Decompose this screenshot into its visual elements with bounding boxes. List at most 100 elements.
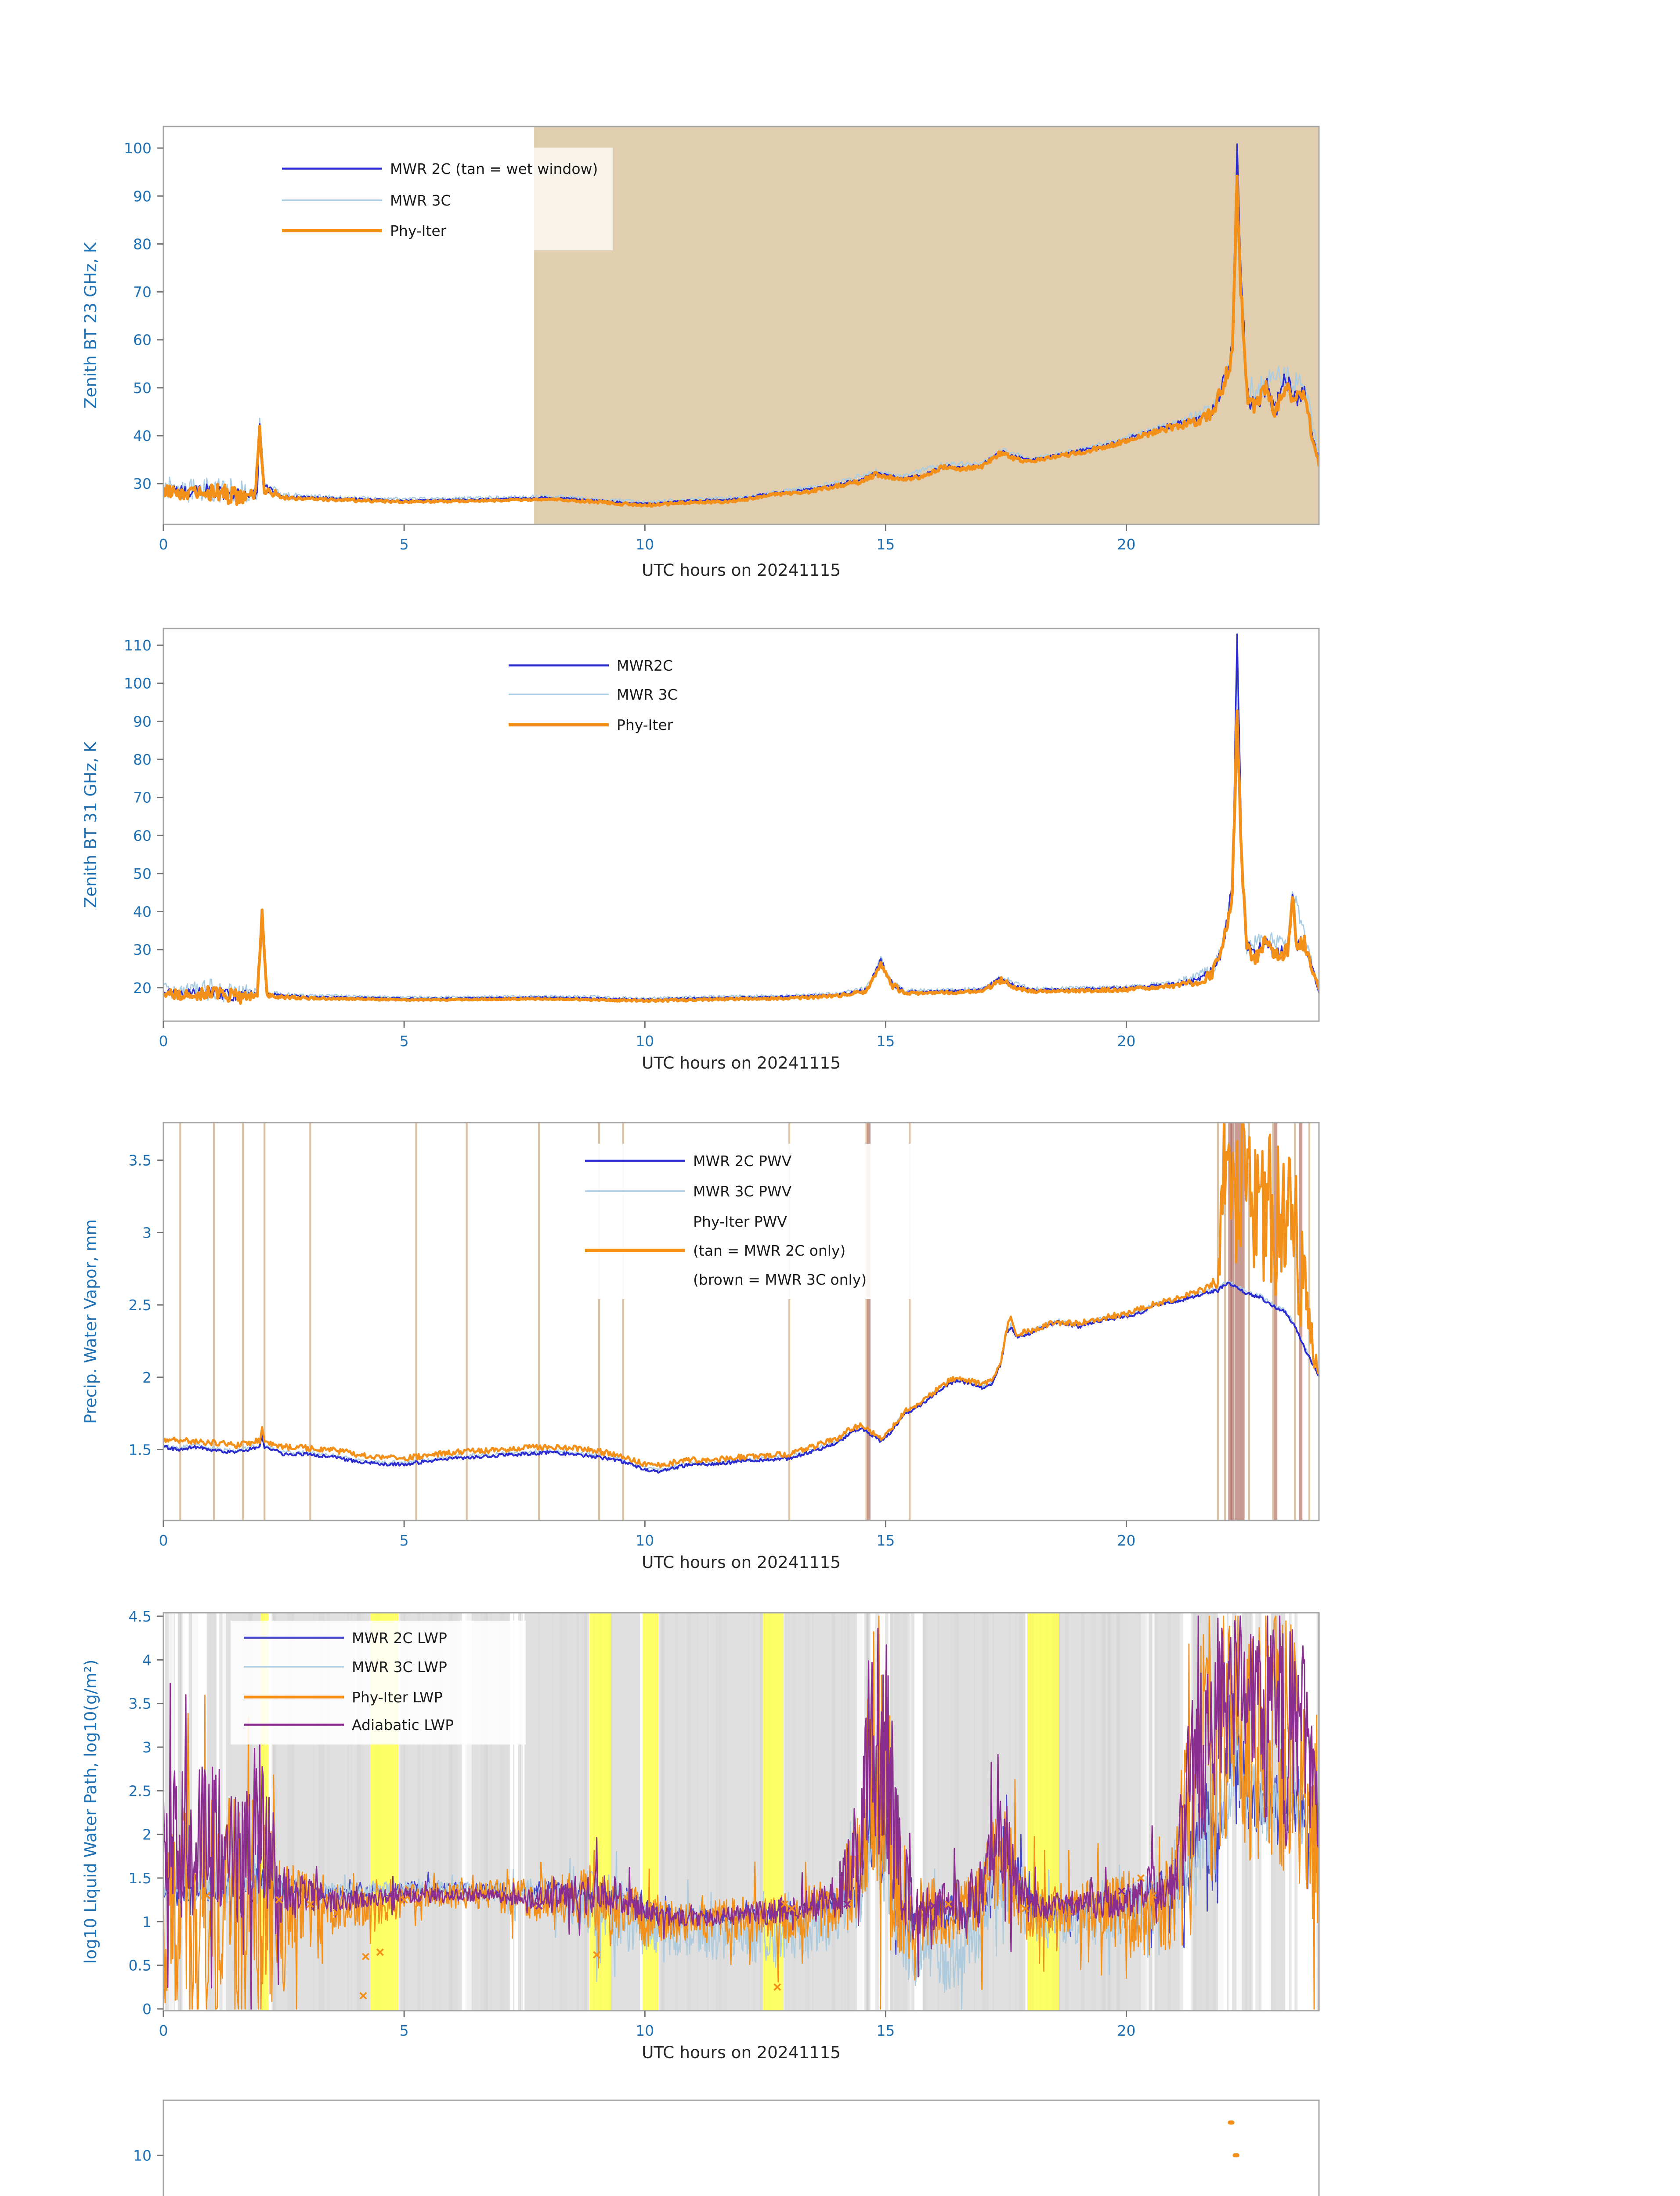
x-marker bbox=[788, 1904, 796, 1913]
panel-bt23: 0 5 10 15 20 30 40 50 60 70 80 90 100 UTC hours on 20… bbox=[81, 126, 1320, 580]
x-tick-label: 0 bbox=[159, 1033, 168, 1050]
series-adiabatic-lwp bbox=[163, 1615, 1319, 2010]
gray-band bbox=[784, 1613, 857, 2011]
x-marker bbox=[359, 1992, 367, 2000]
axes: 051015200246810UTC hours on 20241115MWR … bbox=[133, 2099, 1320, 2196]
x-marker bbox=[1137, 1874, 1145, 1882]
x-marker bbox=[275, 1896, 283, 1904]
y-tick-label: 20 bbox=[133, 979, 152, 997]
x-marker bbox=[203, 1892, 211, 1900]
x-tick-label: 15 bbox=[876, 536, 895, 553]
y-axis-label: Zenith BT 31 GHz, K bbox=[81, 741, 100, 908]
legend-label: MWR 3C bbox=[390, 192, 451, 209]
x-marker bbox=[400, 1896, 408, 1904]
x-tick-label: 5 bbox=[400, 1532, 409, 1549]
legend-label: MWR 3C PWV bbox=[693, 1183, 792, 1200]
y-tick-label: 3 bbox=[142, 1224, 152, 1241]
y-tick-label: 2.5 bbox=[129, 1297, 152, 1314]
series-group bbox=[163, 143, 1319, 508]
x-tick-label: 0 bbox=[159, 2022, 168, 2039]
x-marker bbox=[593, 1951, 601, 1959]
series-group bbox=[163, 1615, 1319, 2010]
legend-label: (brown = MWR 3C only) bbox=[693, 1271, 867, 1288]
y-tick-label: 40 bbox=[133, 427, 152, 444]
x-tick-label: 5 bbox=[400, 2022, 409, 2039]
x-tick-label: 20 bbox=[1117, 536, 1136, 553]
series-phy-iter bbox=[163, 709, 1319, 1005]
y-tick-label: 80 bbox=[133, 751, 152, 768]
axes: 0 5 10 15 20 30 40 50 60 70 80 90 100 UTC hours on 20… bbox=[81, 126, 1320, 580]
axes: 0 5 10 15 20 20 30 40 50 60 70 80 90 100 110 UTC hours … bbox=[81, 628, 1320, 1073]
panel-dqflag: 051015200246810UTC hours on 20241115MWR … bbox=[133, 2099, 1320, 2196]
x-marker bbox=[333, 1909, 341, 1917]
y-tick-label: 60 bbox=[133, 332, 152, 349]
x-marker bbox=[1149, 1892, 1157, 1900]
legend-label: MWR 3C bbox=[617, 686, 678, 703]
series-group bbox=[163, 633, 1319, 1005]
x-tick-label: 5 bbox=[400, 1033, 409, 1050]
y-tick-label: 40 bbox=[133, 903, 152, 921]
legend-label: MWR2C bbox=[617, 657, 673, 674]
y-axis-label: Precip. Water Vapor, mm bbox=[81, 1219, 100, 1424]
x-tick-label: 10 bbox=[636, 1033, 654, 1050]
y-tick-label: 30 bbox=[133, 475, 152, 492]
series-group bbox=[1228, 2120, 1240, 2158]
legend-label: Adiabatic LWP bbox=[352, 1716, 454, 1734]
y-tick-label: 0 bbox=[142, 2001, 152, 2018]
legend-label: MWR 3C LWP bbox=[352, 1658, 447, 1676]
y-tick-label: 70 bbox=[133, 789, 152, 806]
panel-bt31: 0 5 10 15 20 20 30 40 50 60 70 80 90 100 110 UTC hours … bbox=[81, 628, 1320, 1073]
x-marker bbox=[361, 1953, 370, 1961]
x-tick-label: 5 bbox=[400, 536, 409, 553]
x-axis-label: UTC hours on 20241115 bbox=[642, 1053, 841, 1073]
x-marker bbox=[773, 1983, 781, 1991]
legend-label: MWR 2C LWP bbox=[352, 1629, 447, 1647]
panel-pwv: 0 5 10 15 20 1.5 2 2.5 3 3.5 UTC hours on 20241115… bbox=[81, 1122, 1320, 1572]
x-tick-label: 20 bbox=[1117, 1033, 1136, 1050]
y-tick-label: 0.5 bbox=[129, 1957, 152, 1974]
legend: MWR 2C PWV MWR 3C PWV Phy-Iter PWV (tan = M… bbox=[572, 1144, 933, 1299]
x-marker bbox=[780, 1900, 788, 1908]
x-tick-label: 15 bbox=[876, 2022, 895, 2039]
panel-lwp: 0 5 10 15 20 0 0.5 1 1.5 2 2.5 3 3.5 4 4.5 UTC hours on… bbox=[81, 1608, 1320, 2062]
y-tick-label: 1 bbox=[142, 1913, 152, 1930]
gray-band bbox=[1059, 1613, 1141, 2011]
x-tick-label: 10 bbox=[636, 2022, 654, 2039]
y-tick-label: 1.5 bbox=[129, 1870, 152, 1887]
y-tick-label: 2 bbox=[142, 1369, 152, 1386]
x-tick-label: 10 bbox=[636, 536, 654, 553]
y-tick-label: 50 bbox=[133, 379, 152, 397]
y-tick-label: 3.5 bbox=[129, 1152, 152, 1169]
x-marker bbox=[535, 1902, 543, 1910]
y-axis-label: Zenith BT 23 GHz, K bbox=[81, 242, 100, 408]
y-tick-label: 80 bbox=[133, 235, 152, 253]
x-tick-label: 15 bbox=[876, 1532, 895, 1549]
y-tick-label: 110 bbox=[124, 637, 152, 654]
y-tick-label: 100 bbox=[124, 675, 152, 692]
x-tick-label: 20 bbox=[1117, 2022, 1136, 2039]
x-marker bbox=[930, 1902, 938, 1910]
x-tick-label: 0 bbox=[159, 1532, 168, 1549]
legend-label: Phy-Iter bbox=[617, 716, 673, 733]
series-phy-iter-lwp bbox=[163, 1615, 1319, 2010]
wet-window-span bbox=[534, 126, 1319, 524]
series-phy-iter-pwv bbox=[163, 1123, 1319, 1468]
y-tick-label: 90 bbox=[133, 188, 152, 205]
x-axis-label: UTC hours on 20241115 bbox=[642, 1553, 841, 1572]
y-tick-label: 30 bbox=[133, 941, 152, 958]
y-tick-label: 70 bbox=[133, 284, 152, 301]
y-tick-label: 3 bbox=[142, 1739, 152, 1756]
legend-label: MWR 2C (tan = wet window) bbox=[390, 160, 598, 177]
y-tick-label: 2 bbox=[142, 1826, 152, 1843]
x-tick-label: 0 bbox=[159, 536, 168, 553]
x-axis-label: UTC hours on 20241115 bbox=[642, 560, 841, 580]
y-tick-label: 2.5 bbox=[129, 1782, 152, 1799]
x-marker bbox=[376, 1948, 384, 1956]
series-phy-iter bbox=[163, 174, 1319, 508]
x-tick-label: 15 bbox=[876, 1033, 895, 1050]
y-tick-label: 4.5 bbox=[129, 1608, 152, 1625]
series-mwr-2c-pwv bbox=[163, 1282, 1319, 1474]
series-group bbox=[163, 1123, 1319, 1474]
